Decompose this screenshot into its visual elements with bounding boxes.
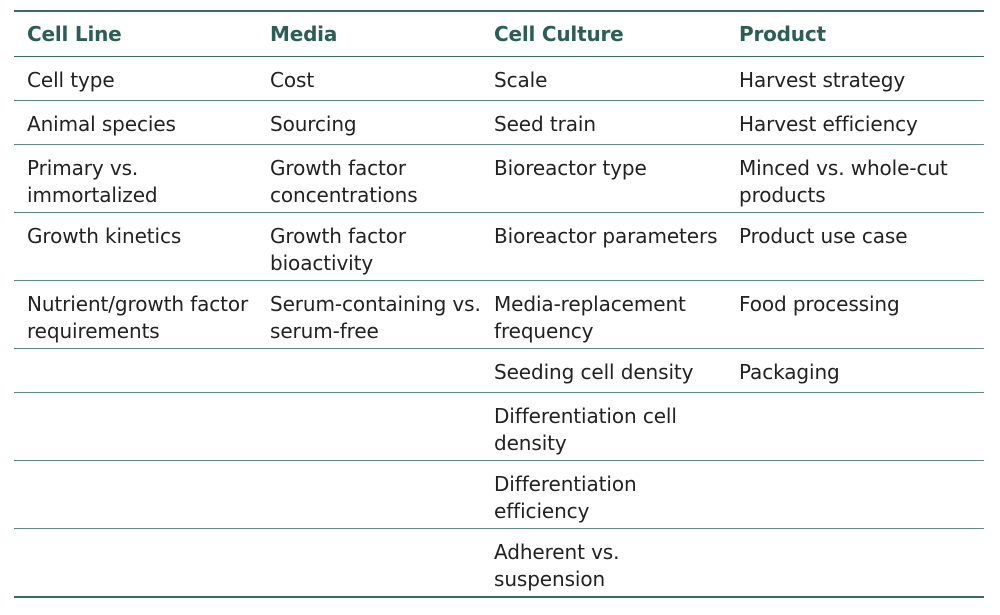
table-cell [257, 460, 481, 529]
table-cell: Bioreactor parameters [481, 212, 726, 281]
table-cell: Animal species [14, 100, 257, 145]
column-header-product: Product [726, 10, 984, 57]
table-row: Seeding cell density Packaging [14, 348, 984, 393]
table-cell: Media-replacement frequency [481, 280, 726, 349]
table-cell: Sourcing [257, 100, 481, 145]
table-cell: Food processing [726, 280, 984, 349]
table-row: Nutrient/growth factor requirements Seru… [14, 280, 984, 349]
column-header-cell-line: Cell Line [14, 10, 257, 57]
table-cell: Harvest efficiency [726, 100, 984, 145]
column-header-media: Media [257, 10, 481, 57]
table-cell: Harvest strategy [726, 56, 984, 101]
table-cell [257, 348, 481, 393]
table-cell: Growth factor bioactivity [257, 212, 481, 281]
column-header-cell-culture: Cell Culture [481, 10, 726, 57]
table-cell: Scale [481, 56, 726, 101]
table-cell: Serum-containing vs. serum-free [257, 280, 481, 349]
table-row: Differentiation efficiency [14, 460, 984, 529]
table-cell [257, 392, 481, 461]
table-cell [14, 392, 257, 461]
considerations-table: Cell Line Media Cell Culture Product Cel… [14, 10, 984, 598]
table-row: Primary vs. immortalized Growth factor c… [14, 144, 984, 213]
table-row: Differentiation cell density [14, 392, 984, 461]
table-cell: Seed train [481, 100, 726, 145]
table-cell: Nutrient/growth factor requirements [14, 280, 257, 349]
table-cell: Cost [257, 56, 481, 101]
table-cell: Product use case [726, 212, 984, 281]
table-cell [257, 528, 481, 598]
table-header-row: Cell Line Media Cell Culture Product [14, 10, 984, 57]
table-cell: Cell type [14, 56, 257, 101]
considerations-table-container: Cell Line Media Cell Culture Product Cel… [14, 10, 984, 598]
table-cell: Minced vs. whole-cut products [726, 144, 984, 213]
table-cell: Primary vs. immortalized [14, 144, 257, 213]
table-row: Adherent vs. suspension [14, 528, 984, 598]
table-cell: Seeding cell density [481, 348, 726, 393]
table-cell [14, 348, 257, 393]
table-cell [726, 528, 984, 598]
table-cell: Differentiation cell density [481, 392, 726, 461]
table-cell: Packaging [726, 348, 984, 393]
table-cell: Growth kinetics [14, 212, 257, 281]
table-row: Cell type Cost Scale Harvest strategy [14, 56, 984, 101]
table-cell [726, 460, 984, 529]
table-cell: Differentiation efficiency [481, 460, 726, 529]
table-cell: Bioreactor type [481, 144, 726, 213]
table-row: Growth kinetics Growth factor bioactivit… [14, 212, 984, 281]
table-cell: Adherent vs. suspension [481, 528, 726, 598]
table-row: Animal species Sourcing Seed train Harve… [14, 100, 984, 145]
table-cell [14, 528, 257, 598]
table-cell [726, 392, 984, 461]
table-cell [14, 460, 257, 529]
table-cell: Growth factor concentrations [257, 144, 481, 213]
